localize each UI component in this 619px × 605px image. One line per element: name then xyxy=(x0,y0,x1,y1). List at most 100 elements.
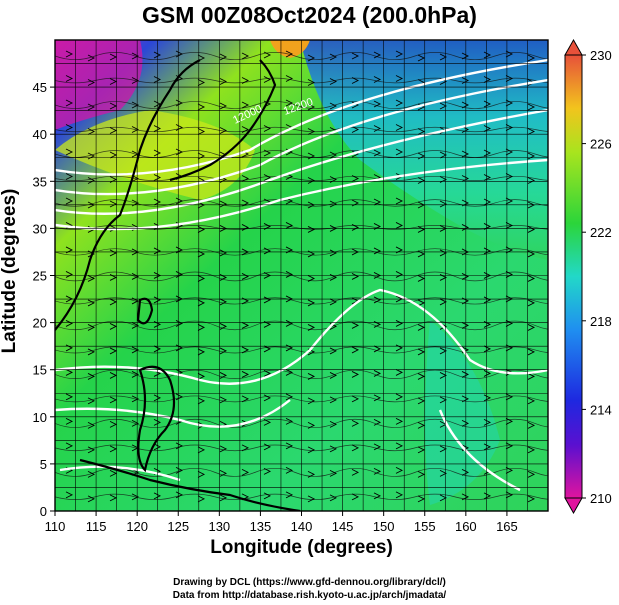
wind-arrow xyxy=(351,273,360,280)
indonesia-coastline xyxy=(79,458,301,511)
wind-arrow xyxy=(417,348,426,356)
contour-line xyxy=(55,158,548,231)
wind-arrow xyxy=(263,345,272,353)
wind-arrow xyxy=(329,151,338,159)
wind-arrow xyxy=(395,491,404,499)
wind-arrow xyxy=(527,373,536,380)
wind-arrow xyxy=(87,397,96,405)
wind-arrow xyxy=(527,421,536,429)
wind-arrow xyxy=(263,492,272,500)
colorbar-tick-label: 226 xyxy=(590,137,612,152)
wind-arrow xyxy=(197,79,206,86)
wind-arrow xyxy=(87,128,96,135)
wind-arrow xyxy=(439,102,448,110)
wind-arrow xyxy=(153,296,162,304)
wind-arrow xyxy=(505,197,514,205)
wind-arrow xyxy=(505,491,514,499)
wind-arrow xyxy=(197,495,206,503)
streamline xyxy=(55,271,548,282)
x-tick-label: 150 xyxy=(373,519,395,534)
wind-arrow xyxy=(241,371,250,378)
wind-arrow xyxy=(395,369,404,376)
wind-arrow xyxy=(65,320,74,327)
lat-lon-grid xyxy=(55,40,548,511)
wind-arrow xyxy=(483,51,492,59)
streamline xyxy=(55,418,548,428)
streamline xyxy=(55,320,548,331)
wind-arrow xyxy=(373,149,382,157)
wind-arrow xyxy=(307,177,316,184)
wind-arrow xyxy=(65,50,74,58)
x-tick-label: 110 xyxy=(45,519,66,534)
wind-arrow xyxy=(527,54,536,62)
colorbar-tick-label: 210 xyxy=(590,491,612,506)
wind-arrow xyxy=(153,492,162,500)
wind-arrow xyxy=(109,445,118,453)
wind-arrow xyxy=(65,99,74,107)
wind-arrow xyxy=(241,101,250,109)
colorbar-ticks: 230 226 222 218 214 210 xyxy=(582,48,612,506)
wind-arrow xyxy=(351,346,360,354)
wind-arrow xyxy=(219,200,228,208)
wind-arrow xyxy=(307,373,316,380)
wind-arrow xyxy=(373,51,382,59)
y-tick-label: 45 xyxy=(33,80,47,95)
wind-arrow xyxy=(483,394,492,402)
wind-arrow xyxy=(329,372,338,379)
y-tick-label: 15 xyxy=(33,363,47,378)
x-tick-label: 120 xyxy=(126,519,148,534)
wind-arrow xyxy=(109,151,118,159)
wind-arrow xyxy=(285,466,294,474)
wind-arrow xyxy=(351,468,360,476)
wind-arrow xyxy=(131,52,140,60)
wind-arrow xyxy=(373,198,382,206)
wind-arrow xyxy=(351,444,360,452)
wind-arrow xyxy=(153,149,162,157)
wind-arrow xyxy=(219,298,228,306)
wind-arrow xyxy=(263,76,272,83)
wind-arrow xyxy=(153,51,162,59)
wind-arrow xyxy=(307,79,316,86)
wind-arrow xyxy=(417,226,426,233)
wind-arrow xyxy=(307,397,316,405)
contour-line xyxy=(55,399,291,428)
wind-arrow xyxy=(527,275,536,282)
wind-arrow xyxy=(461,419,470,427)
wind-arrow xyxy=(109,469,118,477)
wind-arrow xyxy=(131,77,140,84)
wind-arrow xyxy=(87,348,96,356)
colorbar: 230 226 222 218 214 210 xyxy=(564,38,612,515)
wind-arrow xyxy=(109,200,118,208)
cool-patch-southeast xyxy=(425,320,500,505)
wind-arrow xyxy=(197,397,206,405)
wind-arrow xyxy=(505,99,514,107)
streamline xyxy=(55,199,548,207)
wind-arrow xyxy=(65,417,74,425)
y-tick-label: 0 xyxy=(40,504,47,519)
wind-arrow xyxy=(439,298,448,306)
wind-arrow xyxy=(87,373,96,380)
wind-arrow xyxy=(461,273,470,280)
wind-arrow xyxy=(417,470,426,478)
wind-arrow xyxy=(241,224,250,231)
cold-core-northwest xyxy=(55,40,143,130)
wind-arrow xyxy=(329,53,338,61)
wind-arrow xyxy=(439,151,448,159)
wind-arrow xyxy=(351,52,360,60)
wind-arrow xyxy=(219,347,228,355)
wind-arrow xyxy=(461,52,470,60)
streamline xyxy=(55,369,548,380)
wind-arrow xyxy=(417,177,426,184)
japan-coastline xyxy=(169,59,277,182)
wind-arrow xyxy=(307,421,316,429)
streamline xyxy=(55,175,548,181)
wind-arrow xyxy=(461,224,470,231)
wind-arrow xyxy=(483,443,492,451)
wind-arrow xyxy=(109,249,118,257)
wind-arrow xyxy=(285,393,294,401)
wind-arrow xyxy=(109,372,118,379)
wind-arrow xyxy=(307,226,316,233)
wind-arrow xyxy=(241,468,250,476)
wind-arrow xyxy=(461,150,470,158)
